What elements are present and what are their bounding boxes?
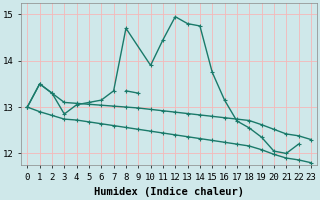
X-axis label: Humidex (Indice chaleur): Humidex (Indice chaleur) <box>94 187 244 197</box>
